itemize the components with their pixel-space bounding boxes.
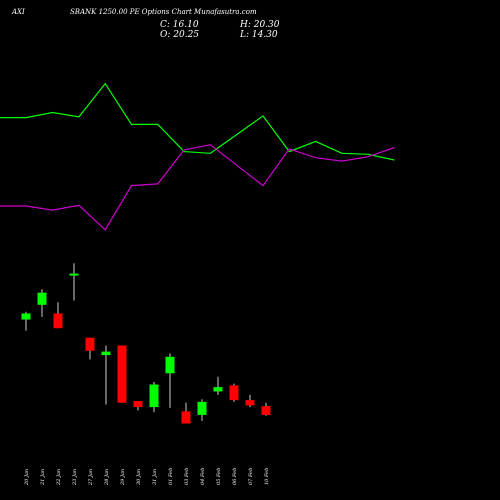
candle-body-up xyxy=(21,313,31,320)
candle-body-up xyxy=(197,401,207,415)
candle-8 xyxy=(149,381,159,413)
candle-3 xyxy=(69,263,79,301)
tick-label: 06 Feb xyxy=(232,468,238,485)
candles xyxy=(21,263,271,424)
candle-body-down xyxy=(85,337,95,351)
green-line xyxy=(0,82,395,161)
candle-body-down xyxy=(245,400,255,406)
candle-body-up xyxy=(101,351,111,356)
low-label: L: 14.30 xyxy=(239,30,278,40)
candle-11 xyxy=(197,399,207,421)
candle-15 xyxy=(261,402,271,416)
candle-12 xyxy=(213,376,223,395)
open-label: O: 20.25 xyxy=(160,30,199,40)
candle-7 xyxy=(133,401,143,411)
tick-label: 28 Jan xyxy=(104,469,110,486)
candle-4 xyxy=(85,337,95,360)
candle-14 xyxy=(245,394,255,408)
candle-body-down xyxy=(229,385,239,401)
candle-0 xyxy=(21,311,31,331)
candle-body-up xyxy=(165,356,175,374)
candle-body-down xyxy=(133,401,143,408)
candle-10 xyxy=(181,402,191,424)
candle-body-down xyxy=(181,411,191,424)
candle-5 xyxy=(101,345,111,405)
candle-13 xyxy=(229,383,239,402)
candle-1 xyxy=(37,289,47,317)
tick-label: 20 Jan xyxy=(24,469,30,486)
candle-2 xyxy=(53,302,63,329)
close-label: C: 16.10 xyxy=(160,20,199,30)
tick-label: 21 Jan xyxy=(40,469,46,486)
tick-label: 10 Feb xyxy=(264,468,270,485)
tick-label: 30 Jan xyxy=(136,469,142,485)
high-label: H: 20.30 xyxy=(239,20,280,30)
candle-9 xyxy=(165,353,175,408)
tick-label: 07 Feb xyxy=(248,468,254,485)
candle-body-down xyxy=(261,406,271,415)
x-axis-ticks: 20 Jan 21 Jan 22 Jan 23 Jan 27 Jan 28 Jan 29 J… xyxy=(24,468,270,486)
tick-label: 22 Jan xyxy=(56,469,62,486)
candle-body-up xyxy=(149,384,159,408)
candle-body-down xyxy=(53,313,63,329)
candle-body-down xyxy=(117,345,127,403)
candle-body-up xyxy=(69,273,79,276)
chart-title: SBANK 1250.00 PE Options Chart Munafasut… xyxy=(70,8,257,16)
tick-label: 29 Jan xyxy=(120,469,126,486)
overlay-lines xyxy=(0,82,395,231)
tick-label: 23 Jan xyxy=(72,469,78,486)
tick-label: 01 Feb xyxy=(168,468,174,485)
tick-label: 27 Jan xyxy=(88,469,94,486)
magenta-line xyxy=(0,144,395,231)
tick-label: 05 Feb xyxy=(216,468,222,485)
candle-6 xyxy=(117,345,127,403)
tick-label: 31 Jan xyxy=(152,469,158,485)
tick-label: 03 Feb xyxy=(184,468,190,485)
symbol-label: AXI xyxy=(11,8,25,16)
candle-body-up xyxy=(37,292,47,305)
candle-body-up xyxy=(213,387,223,392)
tick-label: 04 Feb xyxy=(200,468,206,485)
